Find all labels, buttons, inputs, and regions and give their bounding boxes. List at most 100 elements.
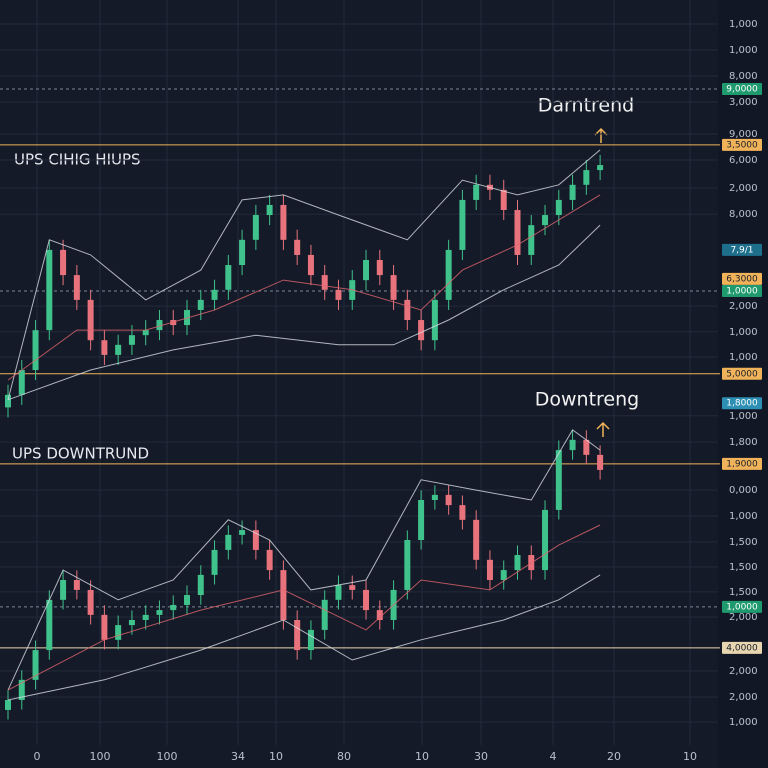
candle-body <box>514 555 521 571</box>
x-tick-label: 10 <box>269 750 283 763</box>
candle-body <box>5 700 11 710</box>
candle-body <box>542 215 549 226</box>
candle-body <box>266 204 273 216</box>
y-tick-label: 2,000 <box>729 612 758 623</box>
candle-body <box>459 505 466 520</box>
candle-body <box>252 530 259 550</box>
candle-body <box>307 254 314 276</box>
candle-body <box>280 204 287 240</box>
candle-body <box>184 595 191 605</box>
y-tick-label: 6,000 <box>729 155 758 166</box>
y-tick-label: 1,500 <box>729 537 758 548</box>
candle-body <box>363 589 370 611</box>
price-badge-label: 6,3000 <box>726 274 758 284</box>
candle-body <box>486 559 493 580</box>
price-badge-label: 5,0000 <box>726 369 758 379</box>
price-badge-label: 9,0000 <box>726 85 758 95</box>
candle-body <box>321 599 328 630</box>
x-tick-label: 80 <box>337 750 351 763</box>
price-badge <box>722 243 762 256</box>
x-tick-label: 10 <box>683 750 697 763</box>
candle-body <box>115 625 122 640</box>
price-badge <box>722 138 762 151</box>
candle-body <box>266 549 273 571</box>
candle-body <box>390 275 397 300</box>
y-tick-label: 1,000 <box>729 19 758 30</box>
candle-body <box>46 249 53 331</box>
price-badge-label: 7,9/1 <box>730 245 753 255</box>
band-line <box>7 224 601 401</box>
price-badge <box>722 641 762 654</box>
price-badge-label: 1,0000 <box>726 287 758 297</box>
y-tick-label: 8,000 <box>729 71 758 82</box>
y-tick-label: 1,000 <box>729 352 758 363</box>
candle-body <box>225 265 232 290</box>
y-tick-label: 3,000 <box>729 97 758 108</box>
price-badge <box>722 367 762 380</box>
candle-body <box>569 439 576 451</box>
candle-body <box>239 239 246 266</box>
x-tick-label: 30 <box>474 750 488 763</box>
x-tick-label: 100 <box>157 750 178 763</box>
y-tick-label: 1,500 <box>729 562 758 573</box>
y-tick-label: 1,000 <box>729 45 758 56</box>
candle-body <box>431 494 438 500</box>
chart-title: UPS DOWNTRUND <box>12 445 149 463</box>
candle-body <box>349 585 356 590</box>
y-tick-label: 1,000 <box>729 717 758 728</box>
y-tick-label: 0,000 <box>729 485 758 496</box>
price-badge <box>722 83 762 96</box>
candle-body <box>128 620 135 626</box>
candle-body <box>197 574 204 596</box>
candle-body <box>555 199 562 216</box>
y-tick-label: 8,000 <box>729 209 758 220</box>
candle-body <box>335 289 342 300</box>
candle-body <box>418 500 425 540</box>
price-badge <box>722 600 762 613</box>
annotation: Darntrend <box>538 95 634 117</box>
candle-body <box>18 679 25 700</box>
candle-body <box>294 239 301 255</box>
x-tick-label: 4 <box>550 750 557 763</box>
candle-body <box>583 170 590 185</box>
y-tick-label: 9,000 <box>729 129 758 140</box>
y-tick-label: 1,000 <box>729 411 758 422</box>
price-badge-label: 3,5000 <box>726 140 758 150</box>
candle-body <box>335 585 342 600</box>
candle-body <box>376 610 383 620</box>
candle-body <box>445 494 452 506</box>
arrow <box>596 421 610 437</box>
x-tick-label: 0 <box>34 750 41 763</box>
price-axis-panel <box>718 0 768 768</box>
y-tick-label: 1,000 <box>729 327 758 338</box>
candle-body <box>294 620 301 651</box>
candle-body <box>156 610 163 615</box>
candle-body <box>101 340 108 355</box>
candle-body <box>60 580 67 600</box>
candle-body <box>500 189 507 210</box>
candle-body <box>211 549 218 575</box>
vertical-grid <box>36 0 691 745</box>
price-badge-label: 4,0000 <box>726 643 758 653</box>
price-badge <box>722 285 762 298</box>
candle-body <box>418 320 425 341</box>
y-tick-label: 2,000 <box>729 666 758 677</box>
candle-body <box>583 439 590 455</box>
band-line <box>7 194 601 381</box>
price-badge-label: 1,0000 <box>726 602 758 612</box>
candle-body <box>569 184 576 200</box>
price-badge <box>722 397 762 410</box>
candle-body <box>473 184 480 200</box>
candle-body <box>307 629 314 651</box>
annotation: Downtreng <box>535 389 639 411</box>
candle-body <box>404 299 411 321</box>
price-badge-label: 1,9000 <box>726 459 758 469</box>
candle-body <box>252 215 259 240</box>
candle-body <box>239 530 246 535</box>
candle-body <box>376 259 383 276</box>
price-badge <box>722 272 762 285</box>
candle-body <box>73 275 80 300</box>
candle-body <box>32 330 39 371</box>
candle-body <box>128 335 135 345</box>
